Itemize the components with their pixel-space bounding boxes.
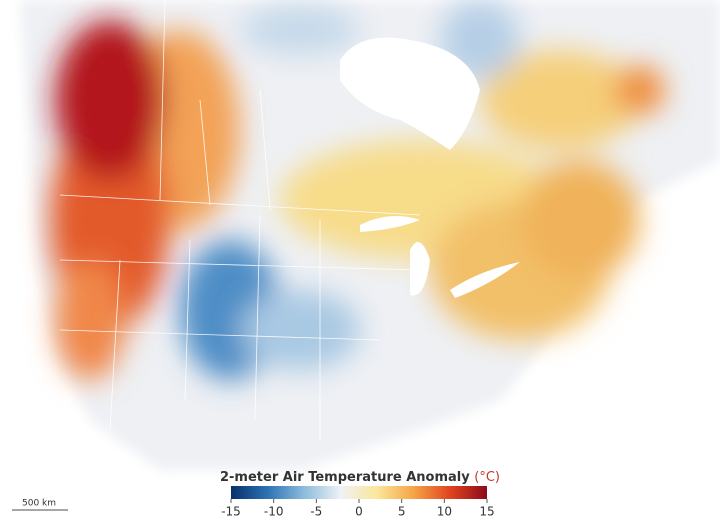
tick-label: -5	[310, 505, 322, 519]
water-bodies	[340, 37, 520, 298]
legend: 2-meter Air Temperature Anomaly (°C) -15…	[220, 470, 500, 519]
legend-title-text: 2-meter Air Temperature Anomaly	[220, 470, 470, 485]
tick-label: 15	[479, 505, 494, 519]
tick-label: 10	[437, 505, 452, 519]
legend-title: 2-meter Air Temperature Anomaly (°C)	[220, 470, 500, 485]
tick-label: -15	[221, 505, 241, 519]
scale-bar: 500 km	[12, 499, 68, 511]
tick-label: 0	[355, 505, 363, 519]
scale-label: 500 km	[22, 499, 56, 509]
color-bar	[231, 486, 487, 499]
tick-label: -10	[264, 505, 284, 519]
legend-unit: (°C)	[474, 470, 500, 485]
tick-label: 5	[398, 505, 406, 519]
boundaries	[59, 0, 421, 440]
